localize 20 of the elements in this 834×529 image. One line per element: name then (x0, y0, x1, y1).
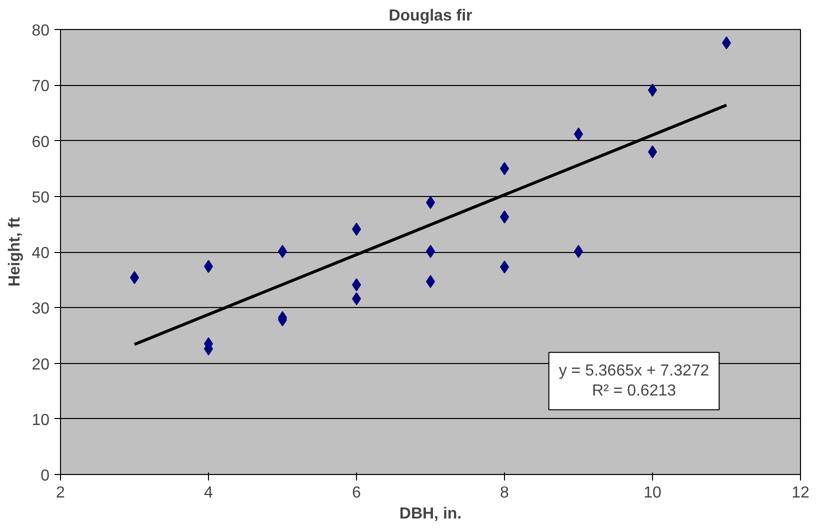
x-tick-label: 2 (56, 484, 66, 502)
x-tick-label: 4 (204, 484, 214, 502)
x-tick-label: 6 (352, 484, 362, 502)
y-tick-label: 40 (32, 245, 50, 262)
x-tick-label: 12 (792, 484, 810, 502)
y-tick-label: 10 (32, 412, 50, 429)
y-tick-label: 30 (32, 300, 50, 318)
y-axis-title: Height, ft (6, 216, 24, 287)
chart-title: Douglas fir (388, 8, 472, 24)
x-tick-label: 8 (500, 484, 510, 502)
annotation: y = 5.3665x + 7.3272 (558, 362, 710, 380)
y-tick-label: 20 (32, 356, 50, 374)
y-tick-label: 80 (32, 22, 50, 40)
x-tick-label: 10 (644, 484, 662, 502)
y-tick-label: 70 (32, 78, 50, 96)
x-axis-title: DBH, in. (399, 506, 462, 522)
y-tick-label: 50 (32, 189, 50, 206)
annotation: R² = 0.6213 (592, 382, 676, 400)
y-tick-label: 60 (32, 134, 50, 151)
y-tick-label: 0 (40, 468, 50, 484)
